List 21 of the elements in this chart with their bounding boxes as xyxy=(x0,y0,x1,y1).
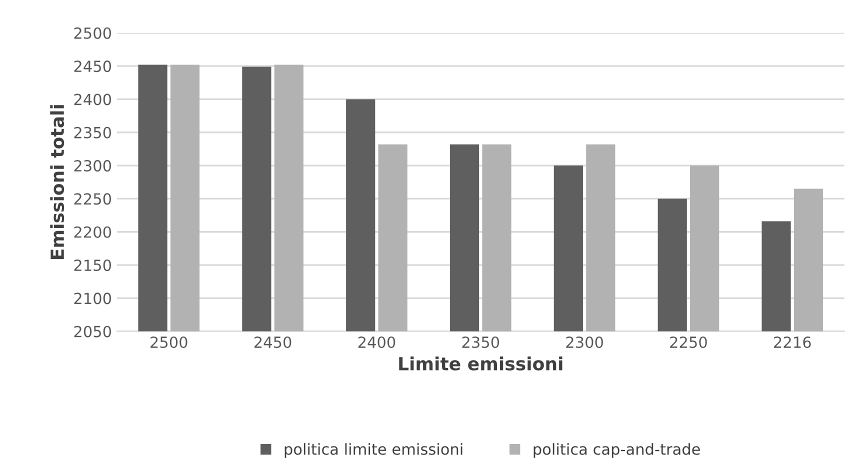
y-tick-label: 2150 xyxy=(74,259,112,272)
y-tick-label: 2500 xyxy=(74,27,112,39)
legend-label: politica cap-and-trade xyxy=(534,443,700,458)
y-tick-label: 2200 xyxy=(74,226,112,238)
x-tick-label: 2500 xyxy=(150,336,188,348)
x-tick-label: 2400 xyxy=(358,336,396,348)
x-tick-label: 2450 xyxy=(254,336,292,348)
x-tick-label: 2350 xyxy=(462,336,500,348)
x-tick-label: 2300 xyxy=(566,336,603,348)
y-tick-label: 2350 xyxy=(74,126,112,138)
y-axis-title: Emissioni totali xyxy=(50,105,64,259)
y-tick-label: 2450 xyxy=(74,60,112,72)
y-tick-label: 2400 xyxy=(74,94,112,106)
y-tick-label: 2300 xyxy=(74,160,112,172)
x-tick-label: 2216 xyxy=(774,336,811,348)
y-tick-label: 2100 xyxy=(74,292,112,304)
y-tick-label: 2050 xyxy=(74,326,112,338)
x-tick-label: 2250 xyxy=(670,336,707,348)
legend-label: politica limite emissioni xyxy=(284,443,462,458)
y-tick-label: 2250 xyxy=(74,193,112,205)
x-axis-title: Limite emissioni xyxy=(399,356,562,371)
